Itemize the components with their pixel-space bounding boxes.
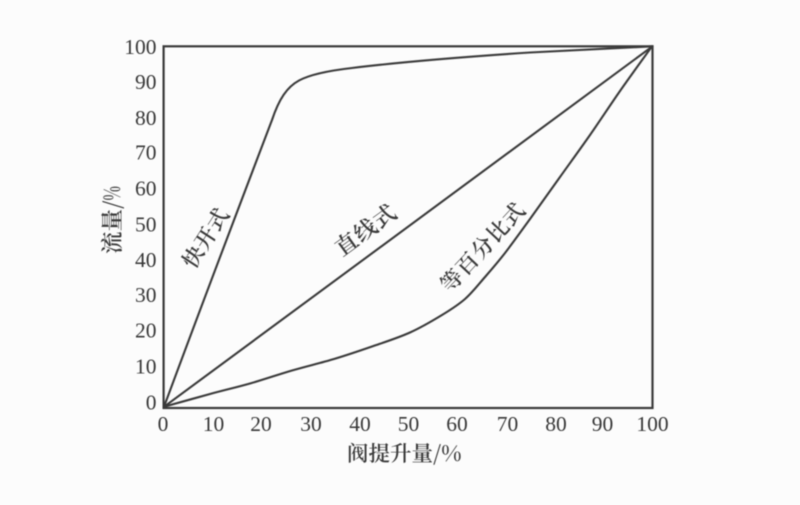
svg-text:50: 50	[135, 212, 157, 236]
svg-text:20: 20	[135, 318, 157, 342]
svg-text:10: 10	[135, 354, 157, 378]
svg-text:90: 90	[592, 412, 614, 436]
svg-text:100: 100	[124, 35, 156, 59]
svg-text:30: 30	[135, 283, 157, 307]
svg-text:0: 0	[158, 412, 169, 436]
svg-text:60: 60	[135, 176, 157, 200]
svg-text:80: 80	[135, 106, 157, 130]
svg-text:40: 40	[349, 412, 371, 436]
svg-text:40: 40	[135, 248, 157, 272]
svg-text:90: 90	[135, 70, 157, 94]
svg-text:30: 30	[300, 412, 322, 436]
svg-text:0: 0	[146, 390, 157, 414]
svg-text:10: 10	[203, 412, 225, 436]
svg-text:60: 60	[446, 412, 468, 436]
svg-text:100: 100	[636, 412, 668, 436]
svg-text:70: 70	[497, 412, 519, 436]
svg-text:80: 80	[545, 412, 567, 436]
svg-text:50: 50	[398, 412, 420, 436]
svg-text:70: 70	[135, 140, 157, 164]
svg-text:20: 20	[250, 412, 272, 436]
